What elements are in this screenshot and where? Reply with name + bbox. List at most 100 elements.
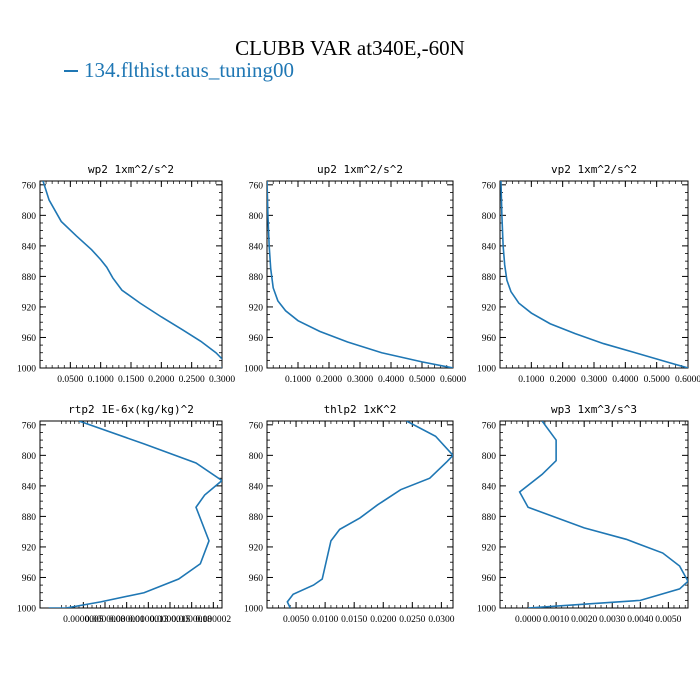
x-tick-label: 0.0000013	[128, 615, 169, 625]
x-tick-label: 0.0040	[627, 615, 653, 625]
y-tick-label: 1000	[17, 365, 36, 375]
y-tick-label: 840	[22, 242, 37, 252]
y-tick-label: 840	[22, 482, 37, 492]
x-tick-label: 0.6000	[440, 375, 466, 385]
panel-title: wp2 1xm^2/s^2	[88, 163, 174, 176]
panel-title: wp3 1xm^3/s^3	[551, 403, 637, 416]
y-tick-label: 840	[249, 242, 264, 252]
x-tick-label: 0.2500	[179, 375, 205, 385]
x-tick-label: 0.4000	[378, 375, 404, 385]
panel-6: wp3 1xm^3/s^3 760 800 840 880 920 960 1000 0.000…	[477, 403, 689, 625]
y-tick-label: 960	[249, 334, 264, 344]
y-tick-label: 880	[249, 513, 264, 523]
x-tick-label: 0.3000	[209, 375, 235, 385]
y-tick-label: 840	[482, 482, 497, 492]
panel-4: rtp2 1E-6x(kg/kg)^2 760 800 840 880 920 960 100…	[17, 403, 231, 625]
x-tick-label: 0.1500	[118, 375, 144, 385]
panel-2: up2 1xm^2/s^2 760 800 840 880 920 960 1000 0.100…	[244, 163, 466, 385]
x-tick-label: 0.0250	[399, 615, 425, 625]
y-tick-label: 1000	[244, 365, 263, 375]
panel-frame	[39, 180, 223, 369]
y-tick-label: 960	[482, 574, 497, 584]
x-tick-label: 0.2000	[550, 375, 576, 385]
x-tick-label: 0.2000	[148, 375, 174, 385]
y-tick-label: 1000	[244, 605, 263, 615]
y-tick-label: 840	[482, 242, 497, 252]
panel-frame	[499, 420, 689, 609]
x-tick-label: 0.0000008	[85, 615, 126, 625]
series-line	[267, 181, 453, 368]
y-tick-label: 960	[22, 334, 37, 344]
y-tick-label: 800	[22, 212, 37, 222]
x-tick-label: 0.0010	[543, 615, 569, 625]
x-tick-label: 0.0020	[571, 615, 597, 625]
y-tick-label: 880	[22, 273, 37, 283]
x-tick-label: 0.0300	[428, 615, 454, 625]
legend-label: 134.flthist.taus_tuning00	[84, 58, 294, 82]
x-tick-label: 0.4000	[612, 375, 638, 385]
panel-frame	[39, 420, 223, 609]
series-line	[48, 421, 222, 608]
x-tick-label: 0.6000	[675, 375, 700, 385]
x-tick-label: 0.0150	[341, 615, 367, 625]
x-tick-label: 0.0050	[283, 615, 309, 625]
series-line	[518, 421, 688, 608]
y-tick-label: 760	[249, 421, 264, 431]
x-tick-label: 0.3000	[581, 375, 607, 385]
y-tick-label: 880	[482, 513, 497, 523]
x-tick-label: 0.1000	[285, 375, 311, 385]
panel-title: up2 1xm^2/s^2	[317, 163, 403, 176]
x-tick-label: 0.0000015	[150, 615, 191, 625]
y-tick-label: 880	[22, 513, 37, 523]
series-line	[500, 181, 688, 368]
y-tick-label: 800	[249, 452, 264, 462]
x-tick-label: 0.1000	[88, 375, 114, 385]
panel-frame	[266, 180, 454, 369]
x-tick-label: 0.0050	[655, 615, 681, 625]
series-line	[42, 181, 222, 368]
x-tick-label: 0.2000	[316, 375, 342, 385]
y-tick-label: 760	[249, 181, 264, 191]
y-tick-label: 920	[22, 303, 37, 313]
y-tick-label: 880	[482, 273, 497, 283]
x-tick-label: 0.0200	[370, 615, 396, 625]
y-tick-label: 760	[482, 181, 497, 191]
series-line	[286, 421, 453, 608]
y-tick-label: 760	[22, 421, 37, 431]
panel-title: vp2 1xm^2/s^2	[551, 163, 637, 176]
y-tick-label: 800	[482, 212, 497, 222]
panel-title: rtp2 1E-6x(kg/kg)^2	[68, 403, 194, 416]
x-tick-label: 0.0000018	[171, 615, 212, 625]
y-tick-label: 920	[249, 303, 264, 313]
figure-title: CLUBB VAR at340E,-60N	[235, 36, 465, 60]
y-tick-label: 800	[249, 212, 264, 222]
y-tick-label: 760	[482, 421, 497, 431]
x-tick-label: 0.5000	[409, 375, 435, 385]
x-tick-label: 0.3000	[347, 375, 373, 385]
y-tick-label: 800	[22, 452, 37, 462]
y-tick-label: 960	[249, 574, 264, 584]
x-tick-label: 0.1000	[518, 375, 544, 385]
y-tick-label: 760	[22, 181, 37, 191]
x-tick-label: 0.0100	[312, 615, 338, 625]
y-tick-label: 1000	[477, 605, 496, 615]
x-tick-label: 0.5000	[644, 375, 670, 385]
x-tick-label: 0.0030	[599, 615, 625, 625]
panel-3: vp2 1xm^2/s^2 760 800 840 880 920 960 1000 0.100…	[477, 163, 700, 385]
y-tick-label: 1000	[17, 605, 36, 615]
y-tick-label: 960	[482, 334, 497, 344]
y-tick-label: 960	[22, 574, 37, 584]
legend: 134.flthist.taus_tuning00	[64, 58, 294, 83]
x-tick-label: 0.0000005	[63, 615, 104, 625]
y-tick-label: 1000	[477, 365, 496, 375]
panel-1: wp2 1xm^2/s^2 760 800 840 880 920 960 1000 0.050…	[17, 163, 235, 385]
panel-title: thlp2 1xK^2	[324, 403, 397, 416]
y-tick-label: 800	[482, 452, 497, 462]
y-tick-label: 880	[249, 273, 264, 283]
y-tick-label: 920	[482, 303, 497, 313]
x-tick-label: 0.0000	[515, 615, 541, 625]
x-tick-label: 0.000002	[196, 615, 232, 625]
y-tick-label: 840	[249, 482, 264, 492]
